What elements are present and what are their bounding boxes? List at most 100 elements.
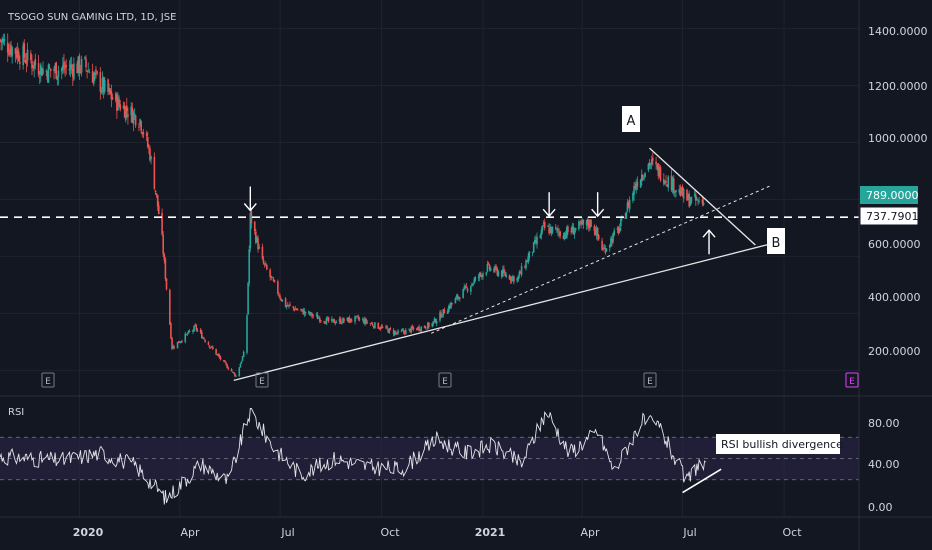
- candle-body: [169, 289, 171, 325]
- candle-body: [14, 48, 17, 54]
- earnings-marker[interactable]: E: [255, 372, 269, 388]
- candle-body: [255, 231, 257, 243]
- candle-body: [570, 231, 572, 233]
- candle-body: [208, 345, 211, 348]
- candle-body: [234, 373, 236, 377]
- candle-body: [423, 325, 426, 328]
- candle-body: [608, 244, 611, 248]
- candle-body: [70, 64, 73, 68]
- candle-body: [651, 157, 654, 161]
- candle-body: [419, 329, 421, 331]
- candle-body: [26, 49, 29, 61]
- candle-body: [101, 77, 104, 90]
- candle-body: [603, 247, 606, 249]
- candle-body: [404, 329, 407, 335]
- candle-body: [171, 337, 173, 349]
- candle-body: [527, 256, 529, 263]
- candle-body: [302, 309, 305, 315]
- candle-body: [33, 61, 35, 69]
- candle-body: [663, 179, 665, 184]
- candle-body: [181, 341, 183, 342]
- candle-body: [540, 229, 543, 236]
- candle-body: [347, 317, 350, 323]
- candle-body: [149, 148, 151, 161]
- candle-body: [558, 232, 560, 234]
- candle-body: [153, 157, 156, 190]
- candle-body: [280, 298, 282, 301]
- candle-body: [449, 304, 451, 308]
- candle-body: [311, 313, 313, 317]
- candle-body: [200, 332, 203, 339]
- candle-body: [258, 246, 260, 249]
- candle-body: [679, 190, 682, 196]
- candle-body: [122, 105, 125, 109]
- label-a-box[interactable]: [622, 106, 640, 132]
- candle-body: [23, 43, 26, 59]
- candle-body: [3, 38, 6, 42]
- candle-body: [146, 137, 149, 147]
- candle-body: [132, 112, 135, 124]
- candle-body: [19, 61, 21, 64]
- candle-body: [42, 68, 44, 74]
- candle-body: [138, 126, 140, 128]
- candle-body: [381, 326, 384, 328]
- candle-body: [170, 323, 172, 339]
- candle-body: [626, 202, 629, 212]
- candle-body: [78, 55, 81, 74]
- candle-body: [338, 318, 341, 322]
- candle-body: [341, 322, 343, 324]
- candle-body: [148, 147, 150, 149]
- time-tick: 2020: [73, 526, 104, 539]
- candle-body: [95, 69, 97, 71]
- candle-body: [348, 317, 351, 323]
- candle-body: [207, 342, 210, 345]
- candle-body: [109, 88, 112, 94]
- candle-body: [549, 227, 552, 233]
- arrow-head: [243, 203, 257, 212]
- candle-body: [161, 212, 163, 235]
- label-b-box[interactable]: [767, 228, 785, 254]
- candle-body: [432, 321, 435, 324]
- candle-body: [99, 72, 102, 92]
- time-tick: Jul: [280, 526, 294, 539]
- candle-body: [1, 39, 4, 43]
- candle-body: [411, 326, 414, 329]
- candle-body: [370, 323, 373, 325]
- candle-body: [597, 235, 600, 240]
- candle-body: [409, 329, 412, 333]
- candle-body: [203, 337, 205, 340]
- candle-body: [374, 322, 376, 329]
- candle-body: [288, 304, 290, 306]
- candle-body: [488, 264, 491, 270]
- candle-body: [590, 219, 592, 227]
- candle-body: [334, 322, 337, 324]
- candle-body: [193, 325, 195, 332]
- price-tick: 400.0000: [868, 291, 921, 304]
- candle-body: [588, 223, 590, 228]
- rsi-axis[interactable]: 80.00 40.00 0.00: [868, 417, 900, 514]
- candle-body: [91, 71, 94, 83]
- candle-body: [54, 65, 56, 71]
- candle-body: [605, 248, 608, 252]
- candle-body: [543, 221, 546, 228]
- candle-body: [209, 347, 212, 349]
- candle-body: [547, 225, 549, 227]
- earnings-marker-highlight[interactable]: E: [845, 372, 859, 388]
- earnings-marker[interactable]: E: [643, 372, 657, 388]
- time-axis[interactable]: 2020 Apr Jul Oct 2021 Apr Jul Oct: [73, 526, 803, 539]
- candle-body: [465, 286, 468, 288]
- earnings-marker[interactable]: E: [41, 372, 55, 388]
- candle-body: [474, 277, 477, 281]
- rsi-note-box[interactable]: [716, 434, 840, 454]
- candle-body: [216, 354, 219, 356]
- candle-body: [346, 317, 349, 321]
- candle-body: [188, 331, 191, 332]
- candle-body: [277, 281, 279, 294]
- candle-body: [524, 266, 526, 268]
- candle-body: [385, 326, 387, 328]
- earnings-marker[interactable]: E: [438, 372, 452, 388]
- price-axis[interactable]: 1400.0000 1200.0000 1000.0000 600.0000 4…: [868, 25, 928, 358]
- candle-body: [396, 333, 398, 335]
- candle-body: [442, 308, 445, 316]
